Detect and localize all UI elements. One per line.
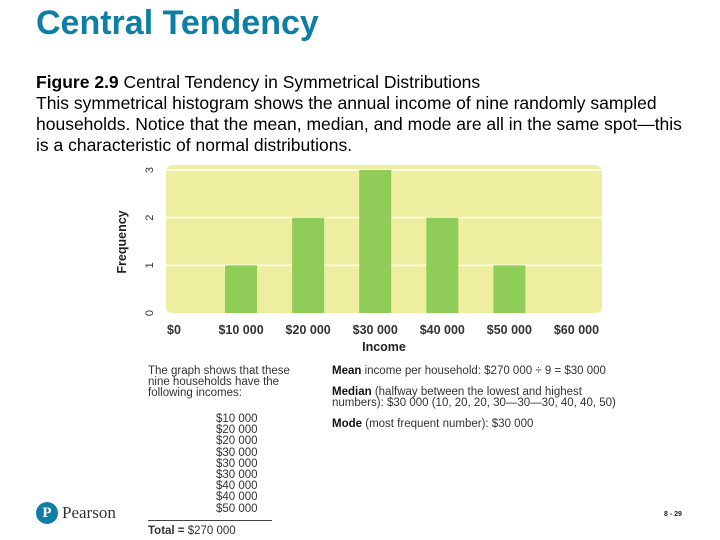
median-note: Median (halfway between the lowest and h… <box>332 385 632 410</box>
bar <box>359 170 392 313</box>
slide-title: Central Tendency <box>36 4 319 42</box>
income-item: $40 000 <box>216 480 258 493</box>
x-axis-label: Income <box>362 340 406 354</box>
income-list: $10 000 $20 000 $20 000 $30 000 $30 000 $30 0… <box>216 413 258 515</box>
y-axis-label: Frequency <box>115 210 129 273</box>
x-tick-label: $10 000 <box>218 323 263 337</box>
y-tick-label: 3 <box>144 167 156 173</box>
mode-note: Mode (most frequent number): $30 000 <box>332 417 632 431</box>
bars <box>225 170 526 313</box>
income-item: $30 000 <box>216 469 258 482</box>
x-tick-labels: $0 $10 000 $20 000 $30 000 $40 000 $50 000 $60… <box>167 323 599 337</box>
pearson-logo-icon: P <box>36 502 58 524</box>
figure-title: Central Tendency in Symmetrical Distribu… <box>123 72 481 92</box>
pearson-logo: P Pearson <box>36 502 116 524</box>
income-item: $20 000 <box>216 424 258 437</box>
incomes-intro: The graph shows that these nine househol… <box>148 365 290 399</box>
figure-caption: Figure 2.9 Central Tendency in Symmetric… <box>36 72 696 156</box>
y-tick-label: 2 <box>144 215 156 221</box>
median-label: Median <box>332 385 372 398</box>
total-row: Total = $270 000 <box>148 525 236 537</box>
bar <box>493 265 526 313</box>
income-item: $30 000 <box>216 457 258 470</box>
page-number: 8 - 29 <box>664 511 682 518</box>
mode-text: (most frequent number): $30 000 <box>365 417 534 430</box>
y-tick-labels: 0 1 2 3 <box>144 167 156 316</box>
x-tick-label: $30 000 <box>353 323 398 337</box>
mean-label: Mean <box>332 365 362 377</box>
x-tick-label: $50 000 <box>487 323 532 337</box>
x-tick-label: $20 000 <box>286 323 331 337</box>
bar <box>225 265 258 313</box>
y-tick-label: 0 <box>144 310 156 316</box>
x-tick-label: $40 000 <box>420 323 465 337</box>
mean-note: Mean income per household: $270 000 ÷ 9 … <box>332 365 632 378</box>
total-value: $270 000 <box>187 525 236 537</box>
income-item: $10 000 <box>216 413 258 425</box>
income-item: $40 000 <box>216 491 258 504</box>
income-item: $30 000 <box>216 446 258 459</box>
x-tick-label: $0 <box>167 323 181 337</box>
bar <box>426 217 459 313</box>
mode-label: Mode <box>332 417 363 430</box>
central-tendency-notes: Mean income per household: $270 000 ÷ 9 … <box>332 365 632 439</box>
figure-description: This symmetrical histogram shows the ann… <box>36 93 682 155</box>
histogram-chart: 0 1 2 3 $0 $10 000 $20 000 $30 000 $40 000 $50 0… <box>115 165 602 354</box>
mean-text: income per household: $270 000 ÷ 9 = $30… <box>364 365 606 377</box>
bar <box>292 217 325 313</box>
figure-label: Figure 2.9 <box>36 72 119 92</box>
income-item: $50 000 <box>216 502 258 515</box>
x-tick-label: $60 000 <box>554 323 599 337</box>
y-tick-label: 1 <box>144 262 156 268</box>
total-label: Total = <box>148 525 185 537</box>
total-divider <box>148 520 272 521</box>
pearson-logo-text: Pearson <box>62 503 116 522</box>
income-item: $20 000 <box>216 435 258 448</box>
median-text: (halfway between the lowest and highest … <box>332 385 616 409</box>
